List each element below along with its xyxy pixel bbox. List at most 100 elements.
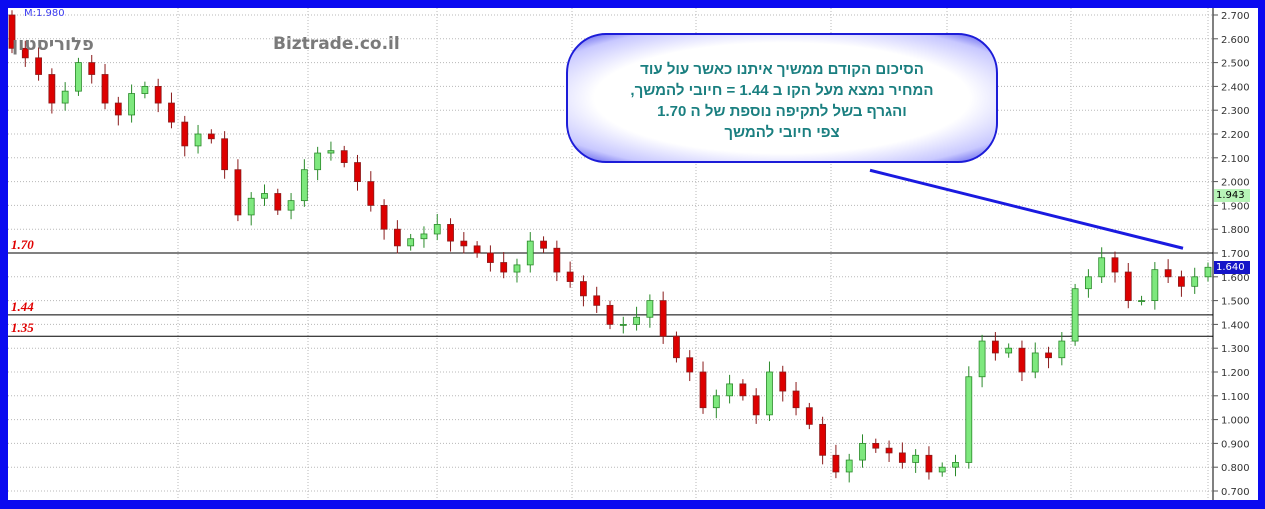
candle-body (234, 169, 242, 216)
y-tick-label: 1.300 (1221, 344, 1250, 355)
callout-text: הסיכום הקודם ממשיך איתנו כאשר עול עוד המ… (617, 59, 947, 143)
y-tick-label: 0.800 (1221, 463, 1250, 474)
level-label-1-44: 1.44 (11, 299, 34, 314)
candle-body (859, 442, 866, 461)
candle-body (48, 74, 56, 104)
candle-body (540, 240, 547, 249)
y-tick-label: 0.900 (1221, 439, 1250, 450)
y-tick-label: 2.100 (1221, 154, 1250, 165)
y-tick-label: 1.500 (1221, 297, 1250, 308)
candle-body (619, 323, 627, 326)
candle-body (792, 390, 800, 409)
candle-body (274, 193, 282, 211)
candle-body (1178, 276, 1185, 287)
candle-body (101, 74, 109, 104)
y-tick-label: 2.600 (1221, 35, 1250, 46)
callout-line: המחיר נמצא מעל הקו ב 1.44 = חיובי להמשך, (630, 82, 934, 99)
candle-body (566, 271, 574, 282)
candle-body (128, 93, 136, 116)
y-tick-label: 2.200 (1221, 130, 1250, 141)
candle-body (194, 133, 202, 147)
callout-line: הסיכום הקודם ממשיך איתנו כאשר עול עוד (640, 61, 924, 78)
candle-body (925, 454, 933, 473)
candle-body (965, 376, 973, 463)
candle-body (1124, 271, 1132, 302)
candle-body (699, 371, 707, 409)
candle-body (367, 181, 375, 206)
candle-body (473, 245, 481, 254)
y-tick-label: 2.300 (1221, 106, 1250, 117)
candle-body (287, 200, 295, 211)
candle-body (553, 247, 561, 273)
candle-body (978, 340, 986, 378)
y-tick-label: 2.700 (1221, 11, 1250, 22)
candle-body (686, 357, 694, 373)
candle-body (114, 102, 122, 116)
candle-body (752, 395, 760, 416)
y-tick-label: 1.200 (1221, 368, 1250, 379)
candle-body (433, 224, 441, 235)
candle-body (447, 224, 454, 242)
candle-body (88, 62, 96, 75)
candle-body (593, 295, 601, 306)
candle-body (300, 169, 308, 202)
candle-body (207, 133, 215, 140)
candle-body (1085, 276, 1092, 290)
candle-body (1111, 257, 1119, 273)
candle-body (845, 459, 853, 473)
candle-body (819, 423, 827, 456)
candle-body (221, 138, 229, 171)
candle-body (1031, 352, 1039, 373)
candle-body (991, 340, 999, 354)
candle-body (75, 62, 82, 92)
candle-body (513, 264, 521, 273)
candle-body (726, 383, 733, 397)
y-tick-label: 1.400 (1221, 320, 1250, 331)
candle-body (712, 395, 720, 409)
y-axis: 2.700 2.600 2.500 2.400 2.300 2.200 2.100 2.000… (1213, 11, 1250, 498)
y-tick-label: 2.000 (1221, 178, 1250, 189)
candle-body (1164, 269, 1172, 278)
y-tick-label: 1.600 (1221, 273, 1250, 284)
candle-body (181, 121, 189, 147)
candle-body (8, 14, 16, 49)
candle-body (340, 150, 348, 163)
candle-body (261, 193, 268, 199)
level-label-1-70: 1.70 (11, 237, 34, 252)
candle-body (1138, 300, 1145, 303)
candle-body (407, 238, 415, 247)
candle-body (314, 152, 322, 171)
candle-body (872, 442, 880, 449)
candle-body (420, 233, 428, 240)
candle-body (832, 454, 840, 473)
max-value-label: M:1.980 (24, 8, 65, 19)
callout-line: צפי חיובי להמשך (724, 124, 840, 141)
candle-body (1204, 266, 1212, 278)
candle-body (168, 102, 175, 123)
callout-line: והגרף בשל לתקיפה נוספת של ה 1.70 (657, 103, 907, 120)
candle-body (61, 90, 69, 104)
y-tick-label: 1.900 (1221, 201, 1250, 212)
y-tick-label: 2.500 (1221, 59, 1250, 70)
trendline (869, 168, 1184, 250)
candle-body (898, 452, 906, 463)
candle-body (646, 300, 654, 318)
y-tick-label: 1.800 (1221, 225, 1250, 236)
callout-bubble: הסיכום הקודם ממשיך איתנו כאשר עול עוד המ… (566, 33, 998, 163)
candle-body (885, 447, 893, 454)
candle-body (1098, 257, 1106, 278)
candle-body (766, 371, 773, 416)
candle-body (247, 197, 255, 216)
candle-body (500, 262, 508, 273)
stock-name-watermark: פלוריסטון (12, 34, 94, 55)
candle-body (779, 371, 787, 392)
candles (8, 10, 1212, 483)
candle-body (1018, 347, 1026, 373)
candle-body (354, 162, 361, 182)
candle-body (154, 86, 162, 104)
last-price-marker: 1.640 (1214, 261, 1250, 275)
candle-body (673, 335, 680, 359)
candle-body (952, 462, 959, 468)
candle-body (460, 240, 468, 247)
y-tick-label: 0.700 (1221, 487, 1250, 498)
